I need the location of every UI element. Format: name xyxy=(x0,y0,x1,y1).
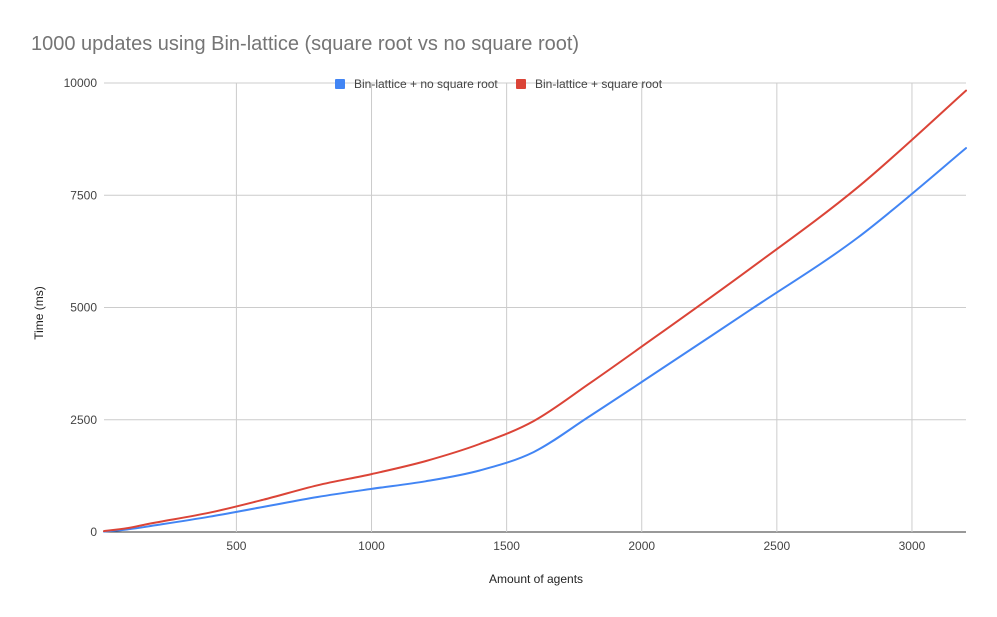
gridlines xyxy=(104,82,966,533)
y-tick-label: 0 xyxy=(90,525,97,539)
legend-swatch-square-root xyxy=(516,79,526,89)
series-line-square-root xyxy=(103,89,967,533)
series-lines xyxy=(103,89,967,533)
chart-title: 1000 updates using Bin-lattice (square r… xyxy=(31,33,579,55)
legend-label-no-square-root: Bin-lattice + no square root xyxy=(354,77,498,91)
legend-label-square-root: Bin-lattice + square root xyxy=(535,77,663,91)
legend: Bin-lattice + no square root Bin-lattice … xyxy=(335,77,663,91)
y-tick-label: 10000 xyxy=(64,76,98,90)
x-axis-ticks: 500 1000 1500 2000 2500 3000 xyxy=(226,539,925,553)
x-tick-label: 1000 xyxy=(358,539,385,553)
x-tick-label: 2000 xyxy=(628,539,655,553)
x-axis-label: Amount of agents xyxy=(489,572,583,586)
x-tick-label: 2500 xyxy=(763,539,790,553)
x-tick-label: 3000 xyxy=(899,539,926,553)
series-line-no-square-root xyxy=(103,147,967,533)
x-tick-label: 1500 xyxy=(493,539,520,553)
y-tick-label: 5000 xyxy=(70,301,97,315)
y-axis-label: Time (ms) xyxy=(32,286,46,340)
legend-swatch-no-square-root xyxy=(335,79,345,89)
y-tick-label: 7500 xyxy=(70,188,97,202)
y-axis-ticks: 0 2500 5000 7500 10000 xyxy=(64,76,98,539)
y-tick-label: 2500 xyxy=(70,413,97,427)
x-tick-label: 500 xyxy=(226,539,246,553)
